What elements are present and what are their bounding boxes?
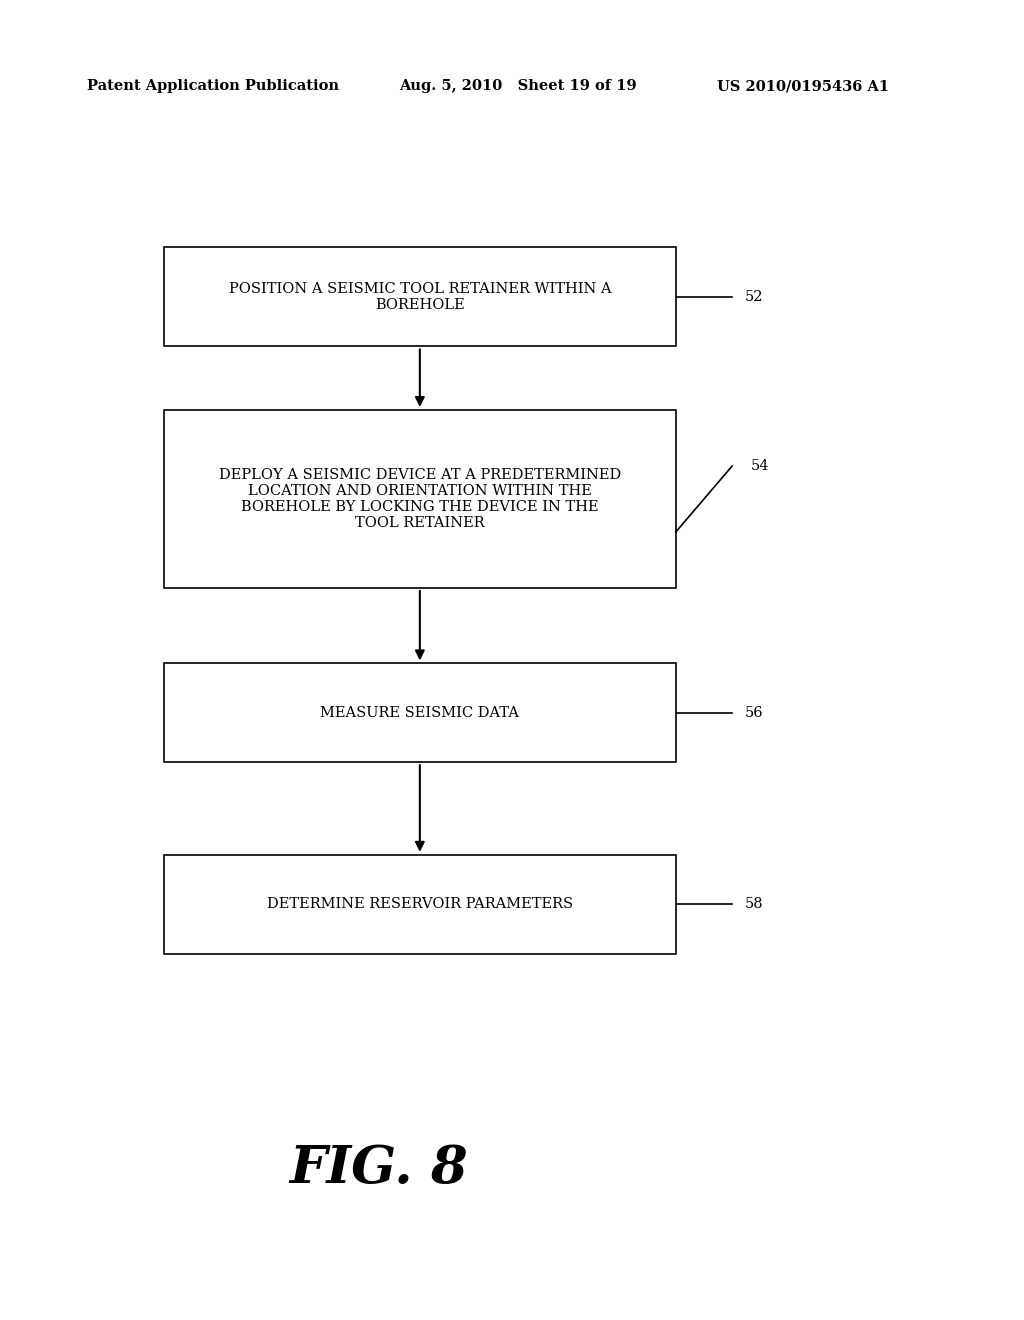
Text: Aug. 5, 2010   Sheet 19 of 19: Aug. 5, 2010 Sheet 19 of 19 [399,79,637,94]
Text: 54: 54 [751,459,769,473]
Bar [164,663,676,762]
Text: DEPLOY A SEISMIC DEVICE AT A PREDETERMINED
LOCATION AND ORIENTATION WITHIN THE
B: DEPLOY A SEISMIC DEVICE AT A PREDETERMIN… [219,467,621,531]
Bar [164,855,676,953]
Text: 56: 56 [744,706,763,719]
Bar [164,409,676,589]
Text: 58: 58 [744,898,763,911]
Text: US 2010/0195436 A1: US 2010/0195436 A1 [717,79,889,94]
Text: DETERMINE RESERVOIR PARAMETERS: DETERMINE RESERVOIR PARAMETERS [267,898,572,911]
Bar [164,248,676,346]
Text: POSITION A SEISMIC TOOL RETAINER WITHIN A
BOREHOLE: POSITION A SEISMIC TOOL RETAINER WITHIN … [228,282,611,312]
Text: MEASURE SEISMIC DATA: MEASURE SEISMIC DATA [321,706,519,719]
Text: Patent Application Publication: Patent Application Publication [87,79,339,94]
Text: FIG. 8: FIG. 8 [290,1143,468,1193]
Text: 52: 52 [744,290,763,304]
